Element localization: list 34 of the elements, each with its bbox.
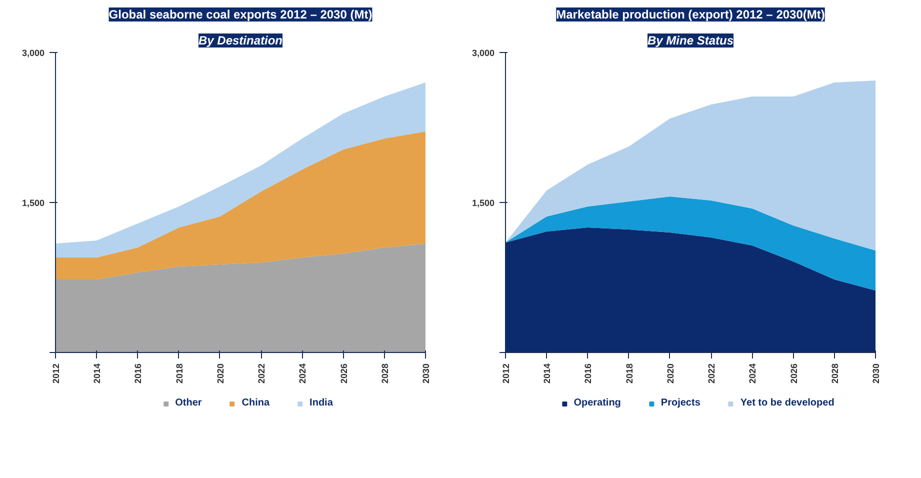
x-tick-label: 2016 — [583, 363, 594, 384]
x-tick-label: 2018 — [174, 363, 184, 384]
x-tick-label: 2014 — [542, 363, 552, 384]
x-tick-label: 2012 — [501, 363, 511, 384]
x-tick-label: 2028 — [830, 363, 840, 384]
legend-label: Other — [175, 398, 202, 408]
legend-label: China — [242, 398, 270, 408]
x-tick-label: 2014 — [92, 363, 102, 384]
x-tick-label: 2018 — [624, 363, 634, 384]
y-tick-label: 3,000 — [472, 48, 495, 58]
x-tick-label: 2026 — [788, 363, 799, 384]
legend-label: India — [310, 398, 333, 408]
chart-subtitle: By Destination — [198, 34, 283, 48]
x-tick-label: 2028 — [380, 363, 390, 384]
x-tick-label: 2026 — [338, 363, 349, 384]
x-tick-label: 2030 — [871, 363, 881, 384]
x-tick-label: 2022 — [256, 363, 267, 384]
y-tick-label: 1,500 — [472, 198, 495, 208]
x-tick-label: 2020 — [665, 363, 676, 384]
x-tick-label: 2022 — [706, 363, 717, 384]
y-tick-label: 1,500 — [22, 198, 45, 208]
x-tick-label: 2020 — [215, 363, 226, 384]
legend-label: Operating — [574, 398, 621, 408]
legend-label: Yet to be developed — [740, 398, 834, 408]
x-tick-label: 2012 — [51, 363, 61, 384]
y-tick-label: 3,000 — [22, 48, 45, 58]
x-tick-label: 2016 — [133, 363, 144, 384]
x-tick-label: 2024 — [748, 363, 758, 384]
x-tick-label: 2030 — [421, 363, 431, 384]
chart-title: Global seaborne coal exports 2012 – 2030 (Mt) — [108, 8, 372, 22]
x-tick-label: 2024 — [298, 363, 308, 384]
chart-title: Marketable production (export) 2012 – 2030(Mt) — [556, 8, 825, 22]
legend-label: Projects — [660, 398, 700, 408]
chart-subtitle: By Mine Status — [647, 34, 734, 48]
